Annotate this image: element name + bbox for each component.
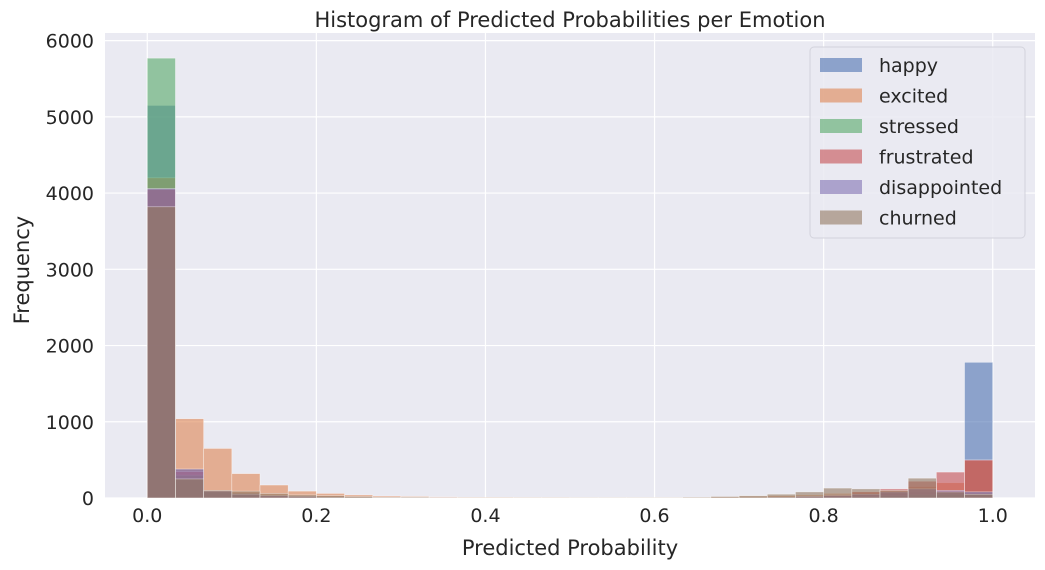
bar-churned-8 (372, 496, 402, 499)
legend-label-disappointed: disappointed (879, 177, 1002, 199)
y-tick-labels: 0 1000 2000 3000 4000 5000 6000 (46, 31, 94, 510)
x-tick-label: 0.2 (301, 505, 331, 527)
bar-churned-21 (738, 495, 768, 499)
legend-swatch-disappointed (820, 180, 862, 194)
chart-title: Histogram of Predicted Probabilities per… (314, 8, 825, 32)
x-tick-label: 1.0 (978, 505, 1008, 527)
x-tick-labels: 0.0 0.2 0.4 0.6 0.8 1.0 (132, 505, 1008, 527)
x-tick-label: 0.8 (809, 505, 839, 527)
bar-churned-6 (316, 495, 345, 499)
x-tick-label: 0.4 (470, 505, 500, 527)
y-tick-label: 2000 (46, 336, 94, 358)
bar-churned-19 (682, 496, 712, 499)
bar-churned-28 (936, 491, 965, 499)
bar-churned-3 (231, 490, 261, 499)
legend: happy excited stressed frustrated disappoint… (809, 46, 1026, 239)
y-axis-label: Frequency (10, 216, 34, 325)
legend-label-happy: happy (879, 55, 938, 77)
bar-churned-25 (851, 488, 881, 499)
bar-churned-23 (795, 491, 824, 499)
y-tick-label: 0 (82, 488, 94, 510)
x-tick-label: 0.6 (639, 505, 669, 527)
legend-label-excited: excited (879, 86, 948, 108)
bar-churned-1 (175, 478, 204, 499)
bar-churned-4 (259, 493, 289, 499)
bar-churned-5 (287, 494, 317, 499)
y-tick-label: 1000 (46, 412, 94, 434)
legend-label-frustrated: frustrated (879, 147, 974, 169)
legend-label-stressed: stressed (879, 116, 959, 138)
histogram-bars (146, 57, 994, 499)
legend-label-churned: churned (879, 208, 957, 230)
x-axis-label: Predicted Probability (462, 536, 678, 560)
legend-swatch-frustrated (820, 149, 862, 164)
y-tick-label: 5000 (46, 107, 94, 129)
legend-box (809, 46, 1026, 239)
series-churned (146, 206, 994, 499)
legend-swatch-excited (820, 88, 862, 103)
bar-churned-9 (400, 496, 430, 499)
bar-excited-2 (203, 448, 233, 499)
bar-churned-2 (203, 490, 233, 499)
bar-churned-26 (879, 490, 909, 499)
x-tick-label: 0.0 (132, 505, 162, 527)
y-tick-label: 4000 (46, 183, 94, 205)
y-tick-label: 6000 (46, 31, 94, 53)
bar-churned-7 (344, 496, 374, 499)
y-tick-label: 3000 (46, 259, 94, 281)
bar-churned-20 (710, 496, 740, 499)
bar-churned-22 (766, 493, 796, 499)
bar-churned-24 (823, 487, 853, 499)
bar-churned-29 (964, 493, 994, 499)
bar-churned-27 (907, 477, 937, 499)
legend-swatch-stressed (820, 119, 862, 133)
bar-churned-0 (146, 206, 176, 499)
legend-swatch-happy (820, 58, 862, 72)
legend-swatch-churned (820, 210, 862, 225)
